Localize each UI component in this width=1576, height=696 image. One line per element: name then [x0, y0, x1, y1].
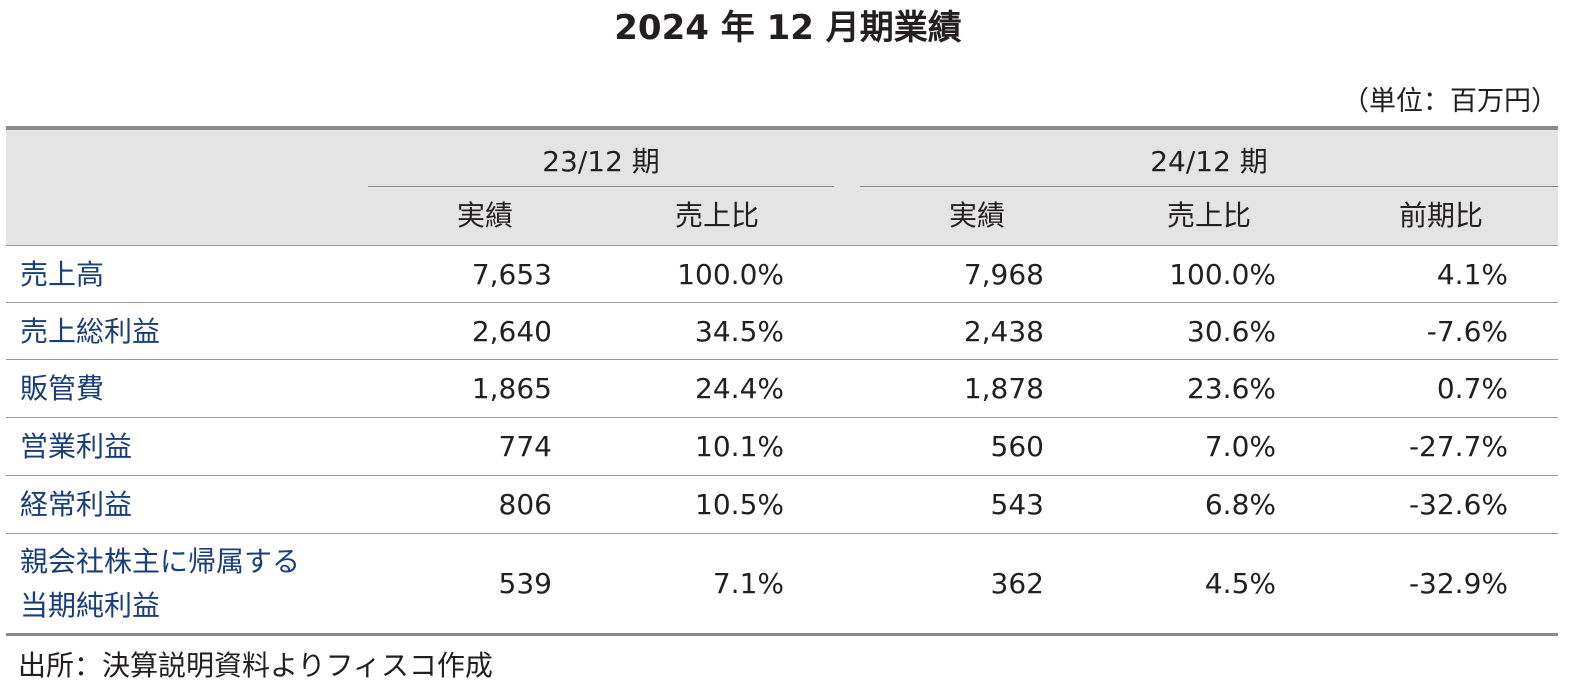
cell-yoy: -7.6%	[1426, 314, 1508, 348]
table-bottom-rule	[6, 633, 1558, 636]
source-note: 出所：決算説明資料よりフィスコ作成	[18, 649, 493, 682]
table-header	[6, 130, 1558, 245]
cell-actual-2024: 1,878	[963, 372, 1044, 405]
row-label-line1: 親会社株主に帰属する	[20, 545, 301, 578]
cell-ratio-2024: 6.8%	[1204, 488, 1276, 521]
cell-ratio-2024: 7.0%	[1204, 430, 1276, 463]
row-label: 経常利益	[20, 488, 133, 521]
cell-actual-2023: 539	[498, 567, 552, 600]
cell-ratio-2023: 34.5%	[695, 314, 784, 348]
table-row: 販管費 1,865 24.4% 1,878 23.6% 0.7%	[6, 359, 1558, 418]
cell-yoy: -32.9%	[1408, 567, 1508, 600]
table-row: 営業利益 774 10.1% 560 7.0% -27.7%	[6, 417, 1558, 476]
header-ratio-2023: 売上比	[674, 199, 759, 232]
row-label: 販管費	[20, 372, 105, 405]
cell-actual-2024: 7,968	[963, 257, 1044, 291]
table-row: 親会社株主に帰属する 当期純利益 539 7.1% 362 4.5% -32.9…	[6, 533, 1558, 634]
table-row: 経常利益 806 10.5% 543 6.8% -32.6%	[6, 475, 1558, 534]
header-actual-2024: 実績	[948, 199, 1005, 232]
cell-actual-2024: 543	[990, 488, 1044, 521]
row-label: 売上高	[20, 257, 105, 291]
header-period-2023: 23/12 期	[542, 145, 660, 178]
row-label-line2: 当期純利益	[20, 589, 161, 622]
header-period-2024: 24/12 期	[1150, 145, 1268, 178]
header-subrule-2023	[368, 186, 834, 187]
header-yoy-2024: 前期比	[1398, 199, 1483, 232]
cell-ratio-2023: 7.1%	[712, 567, 784, 600]
cell-actual-2023: 7,653	[471, 257, 552, 291]
cell-ratio-2024: 30.6%	[1187, 314, 1276, 348]
cell-yoy: -32.6%	[1408, 488, 1508, 521]
cell-yoy: 4.1%	[1436, 257, 1508, 291]
table-row: 売上高 7,653 100.0% 7,968 100.0% 4.1%	[6, 245, 1558, 303]
cell-ratio-2023: 10.5%	[695, 488, 784, 521]
unit-note: （単位：百万円）	[1342, 86, 1558, 117]
header-actual-2023: 実績	[456, 199, 513, 232]
cell-actual-2023: 1,865	[471, 372, 552, 405]
cell-yoy: -27.7%	[1408, 430, 1508, 463]
row-label: 親会社株主に帰属する 当期純利益	[20, 534, 300, 634]
cell-actual-2023: 2,640	[471, 314, 552, 348]
cell-actual-2023: 774	[498, 430, 552, 463]
table-top-rule	[6, 126, 1558, 130]
table-row: 売上総利益 2,640 34.5% 2,438 30.6% -7.6%	[6, 302, 1558, 360]
cell-actual-2024: 362	[990, 567, 1044, 600]
header-ratio-2024: 売上比	[1166, 199, 1251, 232]
cell-ratio-2023: 24.4%	[695, 372, 784, 405]
cell-actual-2023: 806	[498, 488, 552, 521]
page-title: 2024 年 12 月期業績	[614, 8, 962, 48]
row-label: 売上総利益	[20, 314, 161, 348]
header-subrule-2024	[860, 186, 1558, 187]
cell-ratio-2024: 23.6%	[1187, 372, 1276, 405]
cell-actual-2024: 560	[990, 430, 1044, 463]
cell-ratio-2023: 10.1%	[695, 430, 784, 463]
cell-actual-2024: 2,438	[963, 314, 1044, 348]
cell-ratio-2023: 100.0%	[677, 257, 784, 291]
cell-ratio-2024: 100.0%	[1169, 257, 1276, 291]
row-label: 営業利益	[20, 430, 133, 463]
cell-yoy: 0.7%	[1436, 372, 1508, 405]
cell-ratio-2024: 4.5%	[1204, 567, 1276, 600]
